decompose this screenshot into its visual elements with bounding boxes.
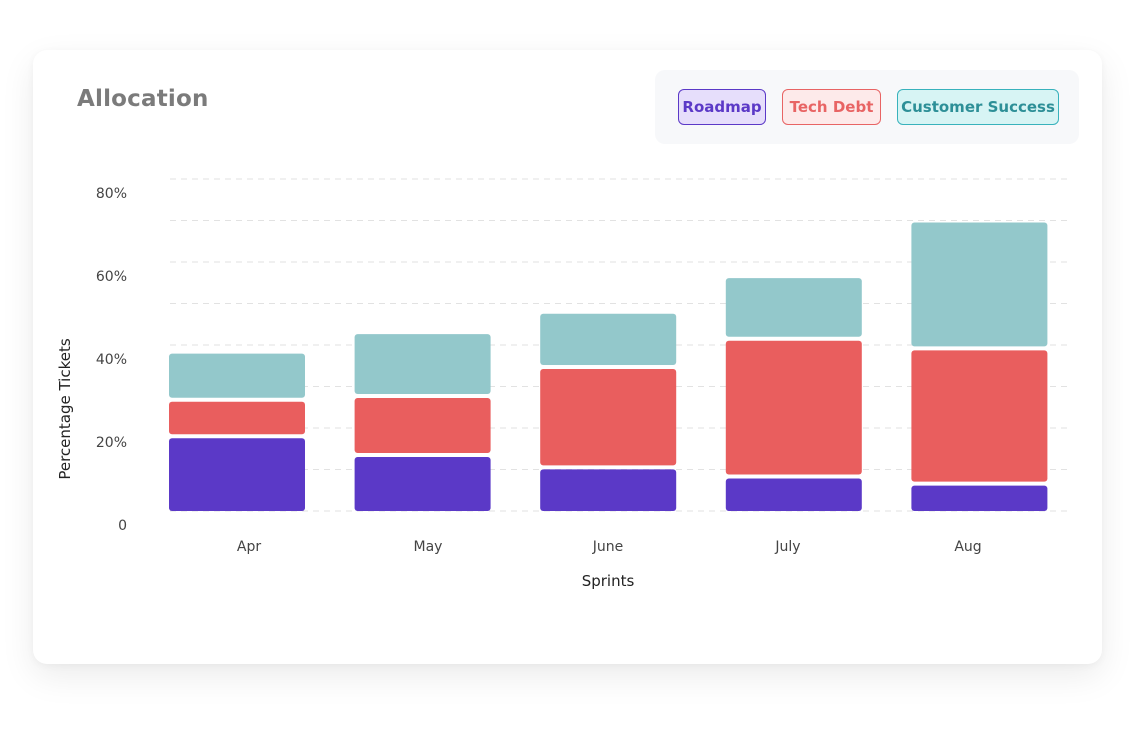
bars — [169, 222, 1048, 511]
x-tick-label: May — [414, 539, 443, 555]
legend-item-roadmap[interactable]: Roadmap — [678, 89, 766, 125]
bar-tech-debt-july[interactable] — [725, 340, 862, 475]
legend-item-tech-debt[interactable]: Tech Debt — [782, 89, 881, 125]
y-axis-label: Percentage Tickets — [56, 338, 74, 480]
x-tick-label: July — [774, 539, 800, 555]
x-axis: Apr May June July Aug — [237, 539, 982, 555]
bar-customer-success-july[interactable] — [725, 278, 862, 337]
bar-customer-success-may[interactable] — [354, 334, 491, 395]
y-tick-label: 20% — [96, 435, 127, 451]
chart-title: Allocation — [77, 86, 209, 112]
bar-roadmap-apr[interactable] — [169, 438, 305, 511]
bar-customer-success-apr[interactable] — [169, 353, 305, 398]
bar-tech-debt-june[interactable] — [540, 368, 677, 466]
x-tick-label: June — [592, 539, 624, 555]
legend: Roadmap Tech Debt Customer Success — [655, 70, 1079, 144]
y-tick-label: 80% — [96, 186, 127, 202]
y-tick-label: 0 — [118, 518, 127, 534]
bar-roadmap-july[interactable] — [725, 478, 862, 511]
bar-roadmap-may[interactable] — [354, 456, 491, 511]
bar-tech-debt-aug[interactable] — [911, 350, 1048, 482]
x-tick-label: Aug — [954, 539, 981, 555]
x-tick-label: Apr — [237, 539, 261, 555]
y-tick-label: 60% — [96, 269, 127, 285]
bar-customer-success-aug[interactable] — [911, 222, 1048, 347]
bar-roadmap-june[interactable] — [540, 469, 677, 511]
x-axis-label: Sprints — [582, 572, 635, 590]
bar-roadmap-aug[interactable] — [911, 485, 1048, 511]
y-axis: 0 20% 40% 60% 80% — [96, 186, 127, 534]
bar-tech-debt-apr[interactable] — [169, 401, 305, 435]
legend-item-customer-success[interactable]: Customer Success — [897, 89, 1059, 125]
y-tick-label: 40% — [96, 352, 127, 368]
bar-tech-debt-may[interactable] — [354, 398, 491, 453]
bar-customer-success-june[interactable] — [540, 313, 677, 365]
